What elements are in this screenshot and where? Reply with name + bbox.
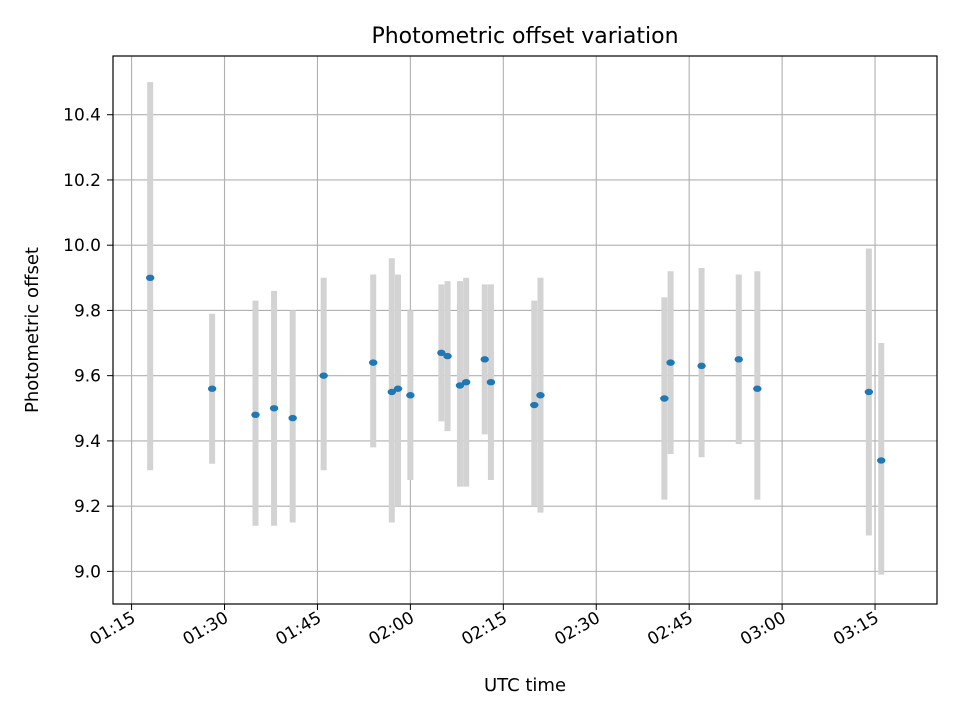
- x-tick-label: 02:45: [644, 608, 696, 650]
- chart-title: Photometric offset variation: [371, 24, 678, 49]
- data-point: [530, 401, 539, 409]
- x-tick-label: 02:30: [551, 608, 603, 650]
- y-tick-label: 10.0: [63, 236, 101, 256]
- x-tick-label: 02:15: [458, 608, 510, 650]
- data-point: [369, 359, 378, 366]
- y-axis: 9.0 9.2 9.4 9.6 9.8 10.0 10.2 10.4: [63, 106, 113, 582]
- y-tick-label: 9.8: [74, 301, 101, 321]
- y-axis-label: Photometric offset: [22, 247, 43, 413]
- data-point: [393, 385, 403, 392]
- data-point: [697, 362, 706, 370]
- data-point: [207, 385, 217, 392]
- data-point: [251, 411, 260, 419]
- grid: [113, 56, 937, 604]
- error-bars: [147, 82, 885, 575]
- x-tick-label: 03:00: [737, 608, 789, 650]
- data-point: [288, 414, 297, 422]
- data-point: [486, 378, 496, 386]
- data-point: [269, 405, 279, 412]
- data-point: [437, 349, 446, 357]
- data-point: [387, 388, 396, 396]
- data-point: [666, 359, 675, 366]
- data-point: [536, 392, 545, 399]
- x-tick-label: 03:15: [830, 608, 882, 650]
- x-tick-label: 01:45: [273, 608, 325, 650]
- data-point: [443, 352, 452, 360]
- data-point: [145, 274, 155, 282]
- x-axis: 01:15 01:30 01:45 02:00 02:15 02:30 02:45 03:00…: [87, 604, 883, 650]
- x-tick-label: 01:30: [180, 608, 232, 650]
- data-point: [864, 388, 874, 396]
- data-points: [145, 274, 886, 464]
- data-point: [660, 395, 669, 402]
- data-point: [461, 378, 471, 386]
- data-point: [877, 457, 886, 464]
- y-tick-label: 9.6: [74, 367, 101, 387]
- x-tick-label: 02:00: [365, 608, 417, 650]
- y-tick-label: 9.0: [74, 562, 101, 582]
- y-tick-label: 10.4: [63, 106, 101, 126]
- y-tick-label: 9.2: [74, 497, 101, 517]
- x-axis-label: UTC time: [484, 675, 566, 696]
- data-point: [319, 372, 328, 379]
- data-point: [406, 392, 415, 399]
- data-point: [455, 382, 465, 389]
- y-tick-label: 9.4: [74, 432, 101, 452]
- data-point: [734, 356, 743, 363]
- data-point: [480, 356, 489, 363]
- x-tick-label: 01:15: [87, 608, 139, 650]
- y-tick-label: 10.2: [63, 171, 101, 191]
- plot-frame: [112, 55, 938, 605]
- data-point: [753, 385, 762, 392]
